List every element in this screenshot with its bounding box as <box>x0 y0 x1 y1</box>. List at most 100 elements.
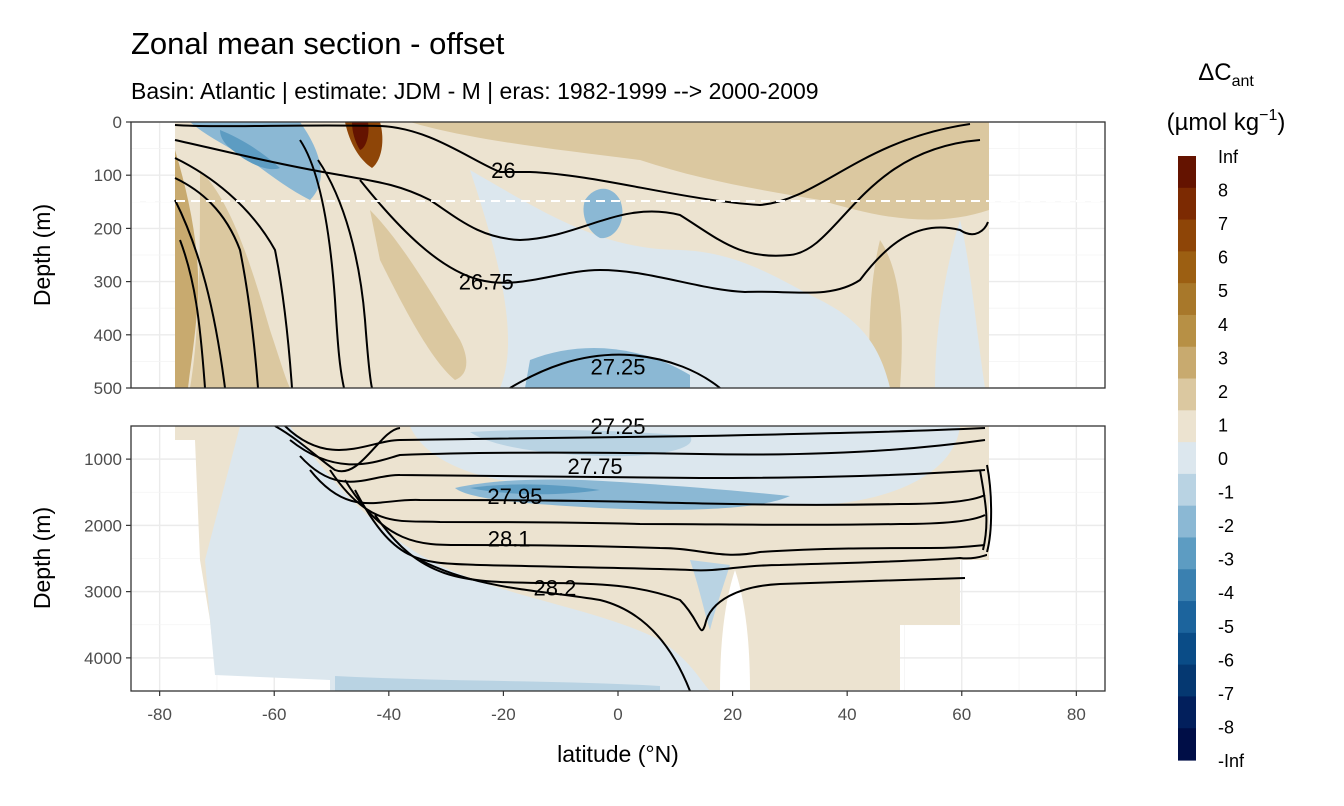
colorbar-segment <box>1178 378 1196 411</box>
contour-label: 28.1 <box>488 527 531 552</box>
colorbar-segment <box>1178 473 1196 507</box>
y-tick-label: 3000 <box>84 583 122 602</box>
colorbar-label: -6 <box>1218 650 1234 670</box>
contour-line <box>374 514 966 632</box>
colorbar-segment <box>1178 156 1196 189</box>
contour-line <box>979 464 993 553</box>
upper-panel: 26 26.75 27.25 0 100 200 300 400 500 <box>94 113 1106 398</box>
upper-panel-y-axis: 0 100 200 300 400 500 <box>94 113 131 398</box>
lower-panel-field <box>175 426 989 691</box>
contour-line <box>179 239 206 388</box>
colorbar-label: -3 <box>1218 550 1234 570</box>
x-axis-label: latitude (°N) <box>557 741 679 767</box>
x-tick-label: -20 <box>491 705 516 724</box>
colorbar-segment <box>1178 505 1196 539</box>
colorbar-label: -1 <box>1218 483 1234 503</box>
colorbar-label: 1 <box>1218 415 1228 435</box>
colorbar-segment <box>1178 442 1196 475</box>
chart-subtitle: Basin: Atlantic | estimate: JDM - M | er… <box>131 78 819 104</box>
colorbar-segment <box>1178 696 1196 729</box>
y-tick-label: 500 <box>94 379 122 398</box>
colorbar-segment <box>1178 187 1196 221</box>
y-tick-label: 2000 <box>84 516 122 535</box>
contour-label: 26 <box>491 158 515 183</box>
contour-line <box>509 353 721 388</box>
contour-line <box>174 157 293 388</box>
colorbar-segment <box>1178 314 1196 348</box>
field-positive-northern <box>869 240 902 388</box>
x-tick-label: 0 <box>613 705 622 724</box>
contour-line <box>299 455 986 483</box>
colorbar-segment <box>1178 537 1196 570</box>
chart-title: Zonal mean section - offset <box>131 26 505 61</box>
contour-line <box>174 199 226 388</box>
contour-line <box>359 179 989 294</box>
y-tick-label: 100 <box>94 166 122 185</box>
colorbar-labels: Inf 8 7 6 5 4 3 2 1 0 -1 -2 -3 -4 -5 -6 -7 -8 -Inf <box>1218 147 1245 771</box>
y-tick-label: 200 <box>94 219 122 238</box>
field-positive-north-surface <box>410 122 989 220</box>
field-negative-lower-bottom <box>335 676 660 691</box>
field-negative-lower-trough <box>690 560 730 630</box>
field-positive-midlat <box>370 210 467 380</box>
colorbar-label: 5 <box>1218 281 1228 301</box>
y-tick-label: 300 <box>94 273 122 292</box>
colorbar-segment <box>1178 728 1196 761</box>
x-tick-label: -80 <box>147 705 172 724</box>
contour-label: 27.75 <box>568 454 623 479</box>
y-tick-label: 4000 <box>84 649 122 668</box>
contour-line <box>419 559 691 691</box>
y-tick-label: 400 <box>94 326 122 345</box>
colorbar-segment <box>1178 410 1196 443</box>
upper-panel-contours <box>174 123 989 388</box>
colorbar-label: Inf <box>1218 147 1239 167</box>
contour-line <box>284 426 986 451</box>
field-strong-positive-core <box>352 122 369 150</box>
contour-line <box>344 479 986 556</box>
colorbar-segment <box>1178 601 1196 634</box>
lower-panel-y-axis: 1000 2000 3000 4000 <box>84 450 131 668</box>
colorbar-segment <box>1178 664 1196 698</box>
colorbar-label: -8 <box>1218 717 1234 737</box>
colorbar-segment <box>1178 283 1196 316</box>
contour-line <box>174 177 259 388</box>
colorbar-segment <box>1178 219 1196 252</box>
contour-line <box>329 469 986 526</box>
colorbar-label: 2 <box>1218 382 1228 402</box>
x-tick-label: 80 <box>1067 705 1086 724</box>
colorbar-label: 4 <box>1218 315 1228 335</box>
colorbar-label: -5 <box>1218 617 1234 637</box>
contour-line <box>317 159 373 388</box>
lower-panel-contours <box>274 426 993 691</box>
colorbar-segment <box>1178 569 1196 602</box>
colorbar-label: 7 <box>1218 214 1228 234</box>
contour-line <box>299 139 345 388</box>
contour-line <box>174 139 981 257</box>
x-tick-label: 20 <box>723 705 742 724</box>
colorbar-segment <box>1178 346 1196 380</box>
colorbar-label: -4 <box>1218 583 1234 603</box>
colorbar-label: 0 <box>1218 449 1228 469</box>
upper-panel-field <box>175 122 989 388</box>
field-white-gap <box>720 570 750 691</box>
x-tick-label: 40 <box>838 705 857 724</box>
upper-y-axis-label: Depth (m) <box>29 204 55 306</box>
legend-unit: (µmol kg−1) <box>1167 107 1286 136</box>
contour-line <box>274 426 401 473</box>
field-negative-lower-deep <box>470 484 600 495</box>
y-tick-label: 1000 <box>84 450 122 469</box>
field-negative-northern-strip <box>935 220 985 388</box>
upper-panel-border <box>130 121 1106 389</box>
colorbar-label: 3 <box>1218 348 1228 368</box>
colorbar-legend: ΔCant (µmol kg−1) Inf 8 7 6 5 4 3 2 1 0 -1 -2 -3 -4 -5… <box>1167 59 1286 771</box>
y-tick-label: 0 <box>113 113 122 132</box>
legend-title: ΔCant <box>1198 59 1254 90</box>
colorbar-label: 6 <box>1218 248 1228 268</box>
field-negative-lower-wide <box>205 426 710 691</box>
colorbar-label: -2 <box>1218 516 1234 536</box>
field-negative-upper-center <box>470 170 890 388</box>
colorbar-label: -Inf <box>1218 751 1245 771</box>
